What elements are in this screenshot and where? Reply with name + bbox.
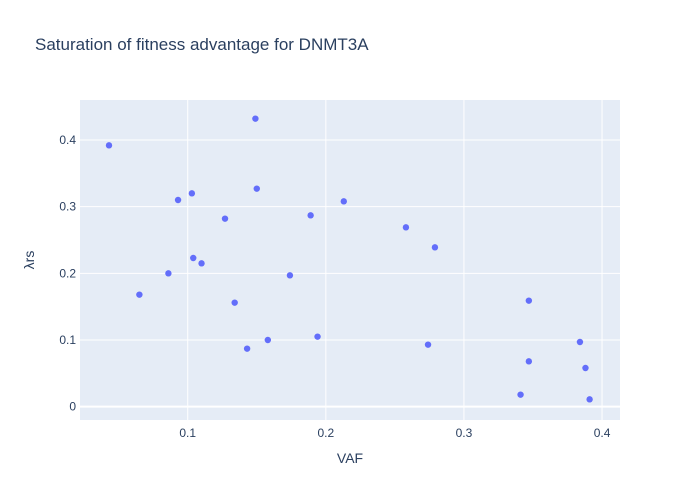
y-axis-title: λrs <box>21 251 37 270</box>
y-tick-label: 0 <box>69 400 76 414</box>
scatter-point <box>264 336 272 344</box>
x-axis-title: VAF <box>337 450 363 466</box>
scatter-point <box>188 190 196 197</box>
scatter-point <box>424 341 432 348</box>
x-gridlines <box>187 100 603 420</box>
scatter-point <box>576 338 584 346</box>
scatter-point <box>314 333 321 340</box>
scatter-point <box>165 270 172 277</box>
x-tick-labels: 0.1 0.2 0.3 0.4 <box>179 426 610 440</box>
scatter-point <box>525 297 533 304</box>
scatter-point <box>525 358 533 365</box>
x-tick-label: 0.2 <box>317 426 334 440</box>
scatter-point <box>517 391 524 398</box>
scatter-point <box>586 396 593 403</box>
scatter-point <box>221 215 229 222</box>
data-points <box>105 115 593 403</box>
scatter-point <box>286 272 294 279</box>
scatter-point <box>174 196 182 204</box>
scatter-point <box>253 185 260 192</box>
scatter-point <box>582 364 589 372</box>
scatter-point <box>252 115 259 122</box>
scatter-point <box>307 212 314 219</box>
scatter-point <box>198 260 205 267</box>
x-tick-label: 0.1 <box>179 426 196 440</box>
scatter-point <box>402 224 410 231</box>
scatter-point <box>136 291 143 298</box>
y-tick-label: 0.3 <box>59 200 76 214</box>
chart-title: Saturation of fitness advantage for DNMT… <box>35 35 369 54</box>
y-tick-label: 0.4 <box>59 133 76 147</box>
scatter-point <box>190 254 197 262</box>
x-tick-label: 0.3 <box>456 426 473 440</box>
x-tick-label: 0.4 <box>594 426 611 440</box>
scatter-point <box>340 198 347 205</box>
scatter-point <box>243 345 251 352</box>
y-tick-label: 0.1 <box>59 333 76 347</box>
y-tick-labels: 0 0.1 0.2 0.3 0.4 <box>59 133 76 414</box>
plot-area <box>80 100 620 420</box>
scatter-point <box>231 299 238 306</box>
scatter-point <box>431 244 439 251</box>
y-tick-label: 0.2 <box>59 266 76 280</box>
scatter-point <box>105 142 113 149</box>
